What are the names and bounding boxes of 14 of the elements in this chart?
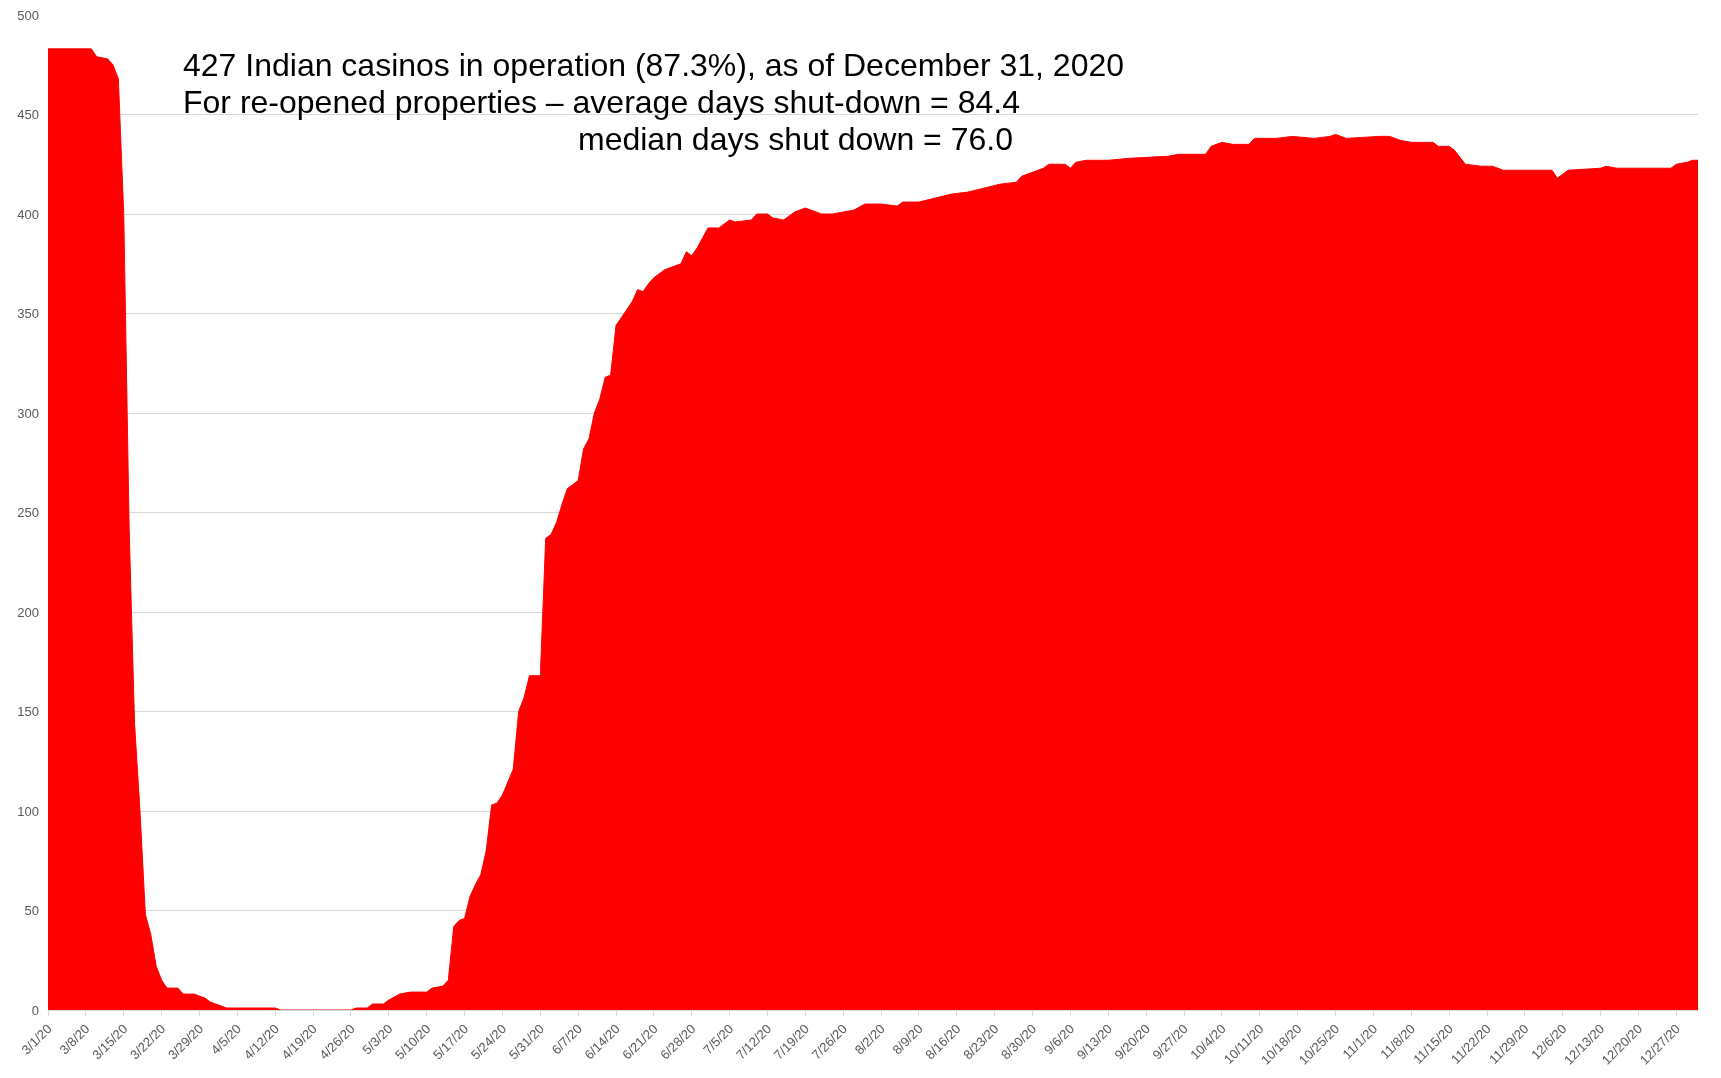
y-tick-label: 450 <box>17 107 39 123</box>
y-tick-label: 300 <box>17 405 39 421</box>
y-tick-label: 0 <box>31 1002 39 1018</box>
y-tick-label: 200 <box>17 604 39 620</box>
annotation: median days shut down = 76.0 <box>578 121 1013 157</box>
y-tick-label: 50 <box>24 903 39 919</box>
annotation: 427 Indian casinos in operation (87.3%), as of December 31, 2020 <box>183 47 1125 83</box>
annotation: For re-opened properties – average days shut-down = 84.4 <box>183 84 1020 120</box>
y-tick-label: 250 <box>17 505 39 521</box>
y-tick-label: 100 <box>17 803 39 819</box>
y-tick-label: 350 <box>17 306 39 322</box>
y-tick-label: 150 <box>17 704 39 720</box>
y-tick-label: 400 <box>17 206 39 222</box>
y-tick-label: 500 <box>17 7 39 23</box>
